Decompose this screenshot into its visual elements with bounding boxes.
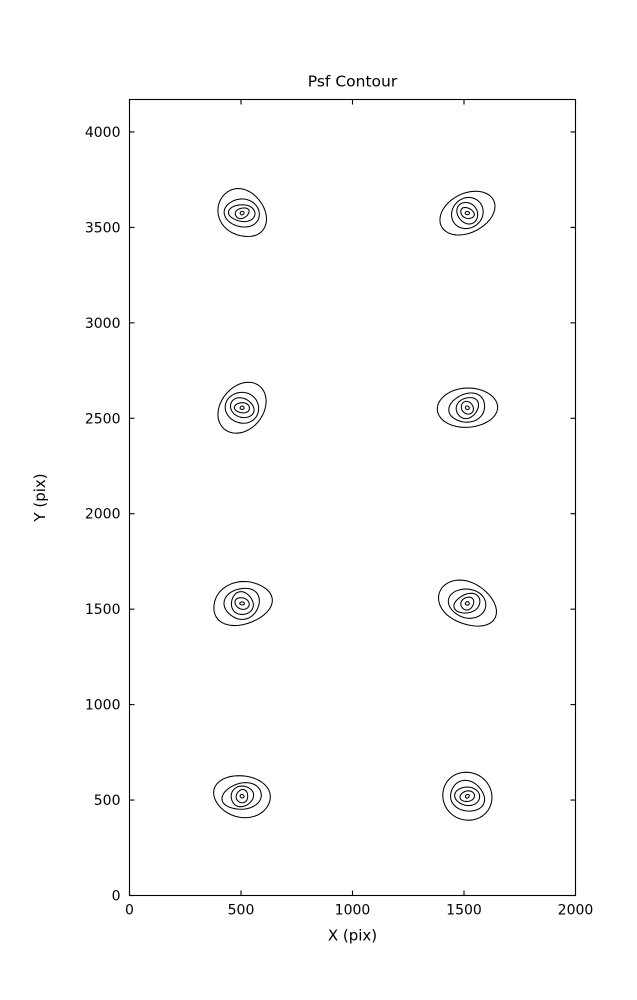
plot-frame [128,98,577,897]
contour-ring [221,782,262,810]
contour-ring [460,206,475,220]
contour-ring [217,381,267,434]
contour-ring [223,587,260,620]
psf-contour-group [442,771,493,821]
y-tick-label: 1500 [85,602,121,618]
tick-layer [128,99,577,897]
page-title: Psf Contour [308,73,398,91]
contour-ring [224,391,260,424]
tick-label-layer: 0 500 1000 1500 2000 0 500 1000 1500 2000 2500 3000… [85,125,593,919]
psf-contour-group [213,580,273,627]
psf-contour-group [213,775,271,819]
contour-ring [453,592,481,614]
contour-ring [239,793,245,799]
y-tick-label: 3000 [85,316,121,332]
contour-ring [447,588,487,619]
contour-ring [464,405,470,411]
contour-ring [213,580,273,627]
contour-ring [230,591,254,615]
contour-ring [464,601,470,606]
contour-ring [450,779,486,812]
psf-contour-group [217,381,267,434]
contour-ring [454,786,481,807]
psf-contour-group [217,188,268,238]
contour-ring [450,196,484,230]
contour-ring [229,397,255,419]
axes-frame [128,98,577,897]
x-tick-label: 500 [228,903,255,919]
y-tick-label: 2000 [85,507,121,523]
y-tick-label: 3500 [85,220,121,236]
contour-ring [233,402,250,414]
y-tick-label: 4000 [85,125,121,141]
contour-ring [230,785,255,808]
y-tick-label: 0 [112,889,121,905]
y-tick-label: 1000 [85,698,121,714]
contour-ring [464,793,470,799]
x-tick-label: 1500 [446,903,482,919]
x-axis-label: X (pix) [328,927,377,945]
contour-ring [227,204,256,223]
contour-ring [437,579,497,627]
y-axis-label: Y (pix) [31,473,49,522]
x-tick-label: 0 [125,903,134,919]
contour-ring [223,198,260,228]
psf-contour-group [436,387,499,428]
contour-layer [213,188,499,821]
contour-ring [436,387,499,428]
contour-ring [239,405,245,410]
contour-ring [456,201,479,225]
contour-ring [460,596,475,611]
contour-ring [464,210,471,216]
contour-ring [442,771,493,821]
psf-contour-group [439,190,496,236]
x-tick-label: 1000 [335,903,371,919]
psf-contour-group [437,579,497,627]
contour-ring [234,207,250,220]
contour-ring [234,597,250,610]
contour-ring [239,210,245,216]
contour-ring [213,775,271,819]
contour-ring [459,790,476,802]
contour-ring [455,397,480,420]
x-tick-label: 2000 [558,903,594,919]
contour-ring [239,601,245,606]
contour-ring [460,400,474,415]
contour-ring [448,392,486,423]
contour-ring [439,190,496,236]
contour-ring [235,788,249,804]
y-tick-label: 500 [94,793,121,809]
y-tick-label: 2500 [85,411,121,427]
contour-ring [217,188,268,238]
